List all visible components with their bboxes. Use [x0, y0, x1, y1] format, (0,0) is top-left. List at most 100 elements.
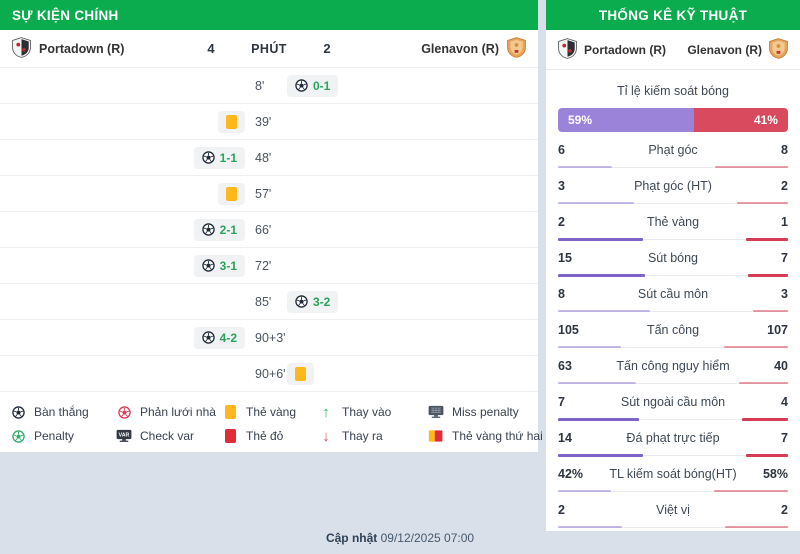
last-updated-datetime: 09/12/2025 07:00 — [380, 531, 475, 545]
goal-ball-icon — [295, 79, 308, 92]
event-time: 66' — [255, 222, 272, 237]
event-row: 39' — [0, 104, 538, 140]
stat-bar-away — [737, 202, 788, 204]
away-crest-slot — [507, 36, 526, 61]
stat-bar-home — [558, 382, 636, 384]
goal-ball-icon — [201, 223, 215, 236]
own-goal-ball-icon — [117, 405, 131, 419]
stat-home-value: 2 — [558, 503, 565, 517]
stat-label: Sút cầu môn — [637, 287, 709, 301]
stat-track — [558, 203, 788, 204]
event-time: 90+6' — [255, 366, 286, 381]
stat-track — [558, 311, 788, 312]
stat-bar-away — [738, 382, 788, 384]
stat-track — [558, 455, 788, 456]
event-home-side — [0, 182, 251, 205]
goal-ball-icon — [295, 295, 308, 308]
goal-score: 4-2 — [219, 330, 237, 345]
event-away-side: 0-1 — [287, 74, 538, 97]
stats-list: 6 Phạt góc 8 3 Phạt góc (HT) 2 2 Thẻ vàn… — [546, 137, 800, 533]
stat-track — [558, 491, 788, 492]
stat-home-value: 7 — [558, 395, 565, 409]
goal-badge: 0-1 — [287, 74, 339, 97]
goal-badge: 2-1 — [193, 218, 245, 241]
events-panel-title: SỰ KIỆN CHÍNH — [12, 7, 119, 23]
events-legend: Bàn thắng Phản lưới nhà Thẻ vàng ↑ Thay … — [0, 392, 543, 454]
stat-row: 2 Thẻ vàng 1 — [546, 209, 800, 245]
yellow-card-icon — [224, 405, 236, 419]
miss-penalty-icon — [428, 405, 444, 418]
stat-home-value: 8 — [558, 287, 565, 301]
legend-item: Phản lưới nhà — [116, 405, 222, 419]
stat-bar-home — [558, 526, 622, 528]
legend-item: Thẻ vàng — [222, 405, 318, 419]
event-row: 4-2 90+3' — [0, 320, 538, 356]
stat-home-value: 3 — [558, 179, 565, 193]
event-row: 57' — [0, 176, 538, 212]
stat-away-value: 107 — [767, 323, 788, 337]
second-yellow-card-icon — [428, 430, 443, 442]
legend-label: Thẻ vàng thứ hai — [452, 429, 543, 443]
legend-item: Thẻ vàng thứ hai — [428, 429, 543, 443]
sub-out-arrow-icon: ↓ — [322, 427, 330, 445]
stat-away-value: 2 — [781, 503, 788, 517]
stat-away-value: 8 — [781, 143, 788, 157]
stat-bar-away — [745, 238, 788, 241]
stat-bar-away — [724, 526, 788, 528]
stats-away-team: Glenavon (R) — [687, 37, 788, 62]
stat-bar-away — [714, 490, 788, 492]
legend-item: Penalty — [10, 429, 116, 443]
stats-home-team: Portadown (R) — [558, 37, 666, 62]
goal-score: 3-2 — [313, 294, 331, 309]
goal-score: 0-1 — [313, 78, 331, 93]
glenavon-crest-icon — [769, 37, 788, 59]
stat-bar-home — [558, 418, 639, 421]
sub-in-arrow-icon: ↑ — [322, 403, 330, 421]
stat-home-value: 105 — [558, 323, 579, 337]
svg-text:VAR: VAR — [119, 433, 130, 439]
stat-away-value: 3 — [781, 287, 788, 301]
stat-label: Việt vị — [656, 503, 690, 517]
stat-row: 15 Sút bóng 7 — [546, 245, 800, 281]
legend-icon-slot — [116, 405, 132, 419]
stat-away-value: 40 — [774, 359, 788, 373]
event-time: 39' — [255, 114, 272, 129]
stat-label: Sút bóng — [647, 251, 699, 265]
legend-icon-slot — [10, 429, 26, 443]
away-team-name: Glenavon (R) — [687, 42, 762, 57]
stat-label: Tấn công nguy hiểm — [616, 359, 730, 373]
stat-away-value: 1 — [781, 215, 788, 229]
yellow-card-badge — [218, 182, 245, 205]
stat-away-value: 7 — [781, 431, 788, 445]
home-crest-slot — [558, 37, 577, 62]
legend-label: Phản lưới nhà — [140, 405, 216, 419]
legend-icon-slot: ↓ — [318, 429, 334, 444]
goal-score: 2-1 — [219, 222, 237, 237]
stat-bar-home — [558, 202, 635, 204]
event-home-side: 3-1 — [0, 254, 251, 277]
minute-column-label: PHÚT — [251, 41, 287, 56]
stat-row: 63 Tấn công nguy hiểm 40 — [546, 353, 800, 389]
legend-label: Thẻ đỏ — [246, 429, 284, 443]
legend-item: Thẻ đỏ — [222, 429, 318, 443]
goal-ball-icon — [201, 259, 215, 272]
stat-bar-away — [745, 454, 788, 457]
event-row: 8' 0-1 — [0, 68, 538, 104]
stat-bar-home — [558, 238, 643, 241]
stats-teams-row: Portadown (R) Glenavon (R) — [546, 30, 800, 70]
event-time: 57' — [255, 186, 272, 201]
away-team: Glenavon (R) — [353, 36, 526, 61]
stat-row: 8 Sút cầu môn 3 — [546, 281, 800, 317]
stat-track — [558, 419, 788, 420]
legend-icon-slot: VAR — [116, 429, 132, 443]
event-time: 8' — [255, 78, 265, 93]
scoreline-row: Portadown (R) 4 PHÚT 2 Glenavon (R) — [0, 30, 538, 68]
goal-badge: 1-1 — [193, 146, 245, 169]
stat-bar-home — [558, 166, 613, 168]
stat-row: 2 Việt vị 2 — [546, 497, 800, 533]
event-home-side: 1-1 — [0, 146, 251, 169]
stat-label: Tấn công — [646, 323, 700, 337]
stat-home-value: 15 — [558, 251, 572, 265]
legend-icon-slot — [222, 429, 238, 443]
legend-item: Miss penalty — [428, 405, 543, 419]
